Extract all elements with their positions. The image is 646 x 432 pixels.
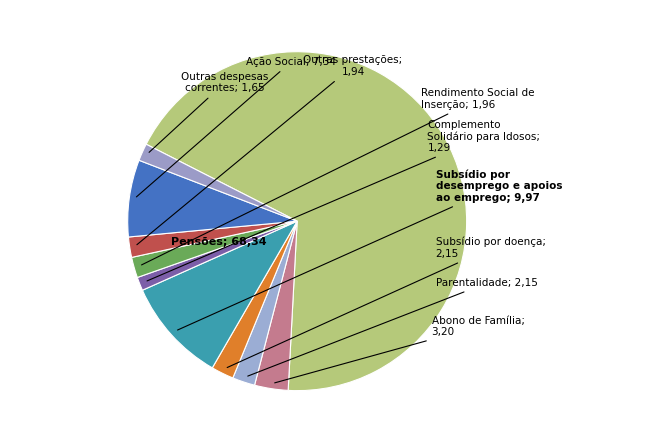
- Text: Subsídio por doença;
2,15: Subsídio por doença; 2,15: [227, 237, 546, 368]
- Wedge shape: [138, 221, 297, 290]
- Wedge shape: [129, 221, 297, 257]
- Wedge shape: [128, 160, 297, 237]
- Text: Pensões; 68,34: Pensões; 68,34: [171, 237, 266, 247]
- Wedge shape: [139, 144, 297, 221]
- Text: Outras prestações;
1,94: Outras prestações; 1,94: [137, 55, 402, 245]
- Wedge shape: [233, 221, 297, 385]
- Text: Rendimento Social de
Inserção; 1,96: Rendimento Social de Inserção; 1,96: [141, 89, 535, 265]
- Wedge shape: [146, 52, 466, 391]
- Text: Abono de Família;
3,20: Abono de Família; 3,20: [275, 316, 525, 383]
- Wedge shape: [255, 221, 297, 391]
- Wedge shape: [132, 221, 297, 277]
- Text: Outras despesas
correntes; 1,65: Outras despesas correntes; 1,65: [149, 72, 269, 152]
- Wedge shape: [142, 221, 297, 368]
- Wedge shape: [213, 221, 297, 378]
- Text: Subsídio por
desemprego e apoios
ao emprego; 9,97: Subsídio por desemprego e apoios ao empr…: [178, 169, 562, 330]
- Text: Ação Social; 7,34: Ação Social; 7,34: [136, 57, 336, 197]
- Text: Complemento
Solidário para Idosos;
1,29: Complemento Solidário para Idosos; 1,29: [147, 120, 540, 281]
- Text: Parentalidade; 2,15: Parentalidade; 2,15: [248, 278, 537, 376]
